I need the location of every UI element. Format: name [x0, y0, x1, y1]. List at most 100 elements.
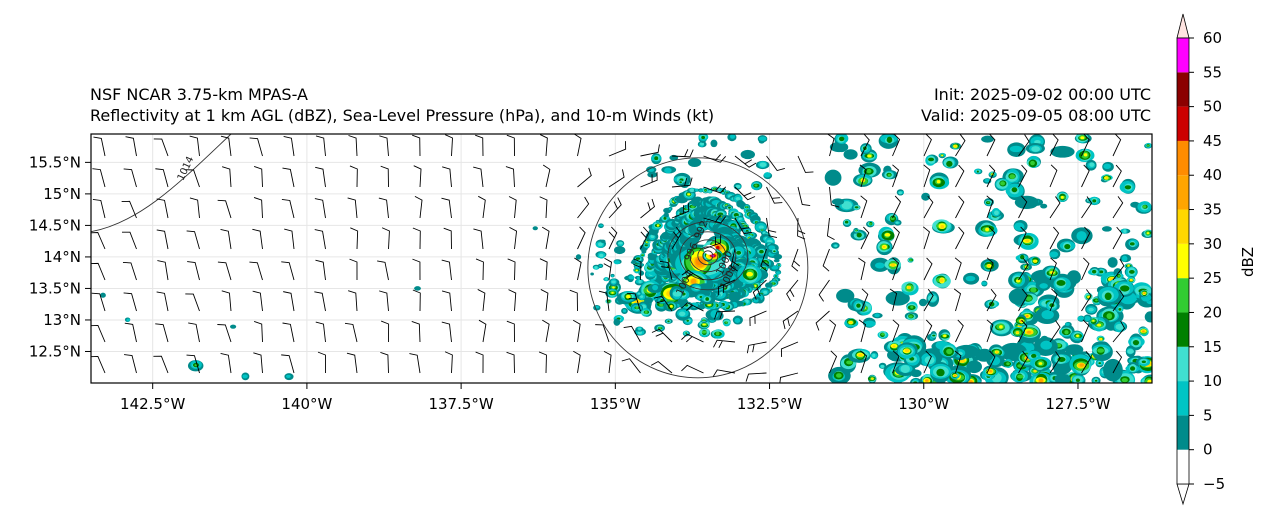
reflectivity-cell — [654, 156, 659, 161]
wind-barb — [91, 324, 106, 343]
reflectivity-cell — [871, 377, 874, 380]
wind-barb — [412, 134, 421, 157]
colorbar-segment — [1177, 38, 1189, 73]
reflectivity-cell — [843, 149, 858, 160]
wind-barb — [414, 196, 423, 219]
wind-barb — [444, 351, 453, 374]
wind-barb — [475, 134, 484, 157]
reflectivity-cell — [699, 295, 703, 299]
colorbar-tick-label: 5 — [1203, 406, 1213, 424]
reflectivity-cell — [668, 207, 672, 211]
wind-barb — [92, 168, 106, 188]
reflectivity-cell — [772, 282, 775, 285]
wind-barb — [955, 319, 964, 343]
wind-barb — [379, 290, 389, 312]
reflectivity-cell — [886, 136, 893, 143]
wind-barb — [124, 354, 137, 374]
reflectivity-cell — [758, 136, 767, 141]
reflectivity-cell — [663, 216, 667, 220]
wind-barb — [411, 320, 421, 343]
reflectivity-cell — [677, 297, 688, 306]
reflectivity-cell — [638, 327, 642, 330]
wind-barb — [923, 164, 931, 188]
reflectivity-cell — [599, 253, 604, 258]
reflectivity-cell — [834, 244, 837, 248]
wind-barb — [317, 351, 326, 374]
reflectivity-cell — [1009, 145, 1023, 153]
wind-barb — [786, 279, 799, 302]
reflectivity-cell — [836, 288, 855, 303]
reflectivity-cell — [854, 206, 859, 209]
wind-barb — [348, 290, 358, 312]
reflectivity-cell — [703, 319, 705, 322]
reflectivity-cell — [1000, 181, 1006, 186]
colorbar-tick-label: 55 — [1203, 63, 1222, 81]
reflectivity-cell — [1101, 226, 1112, 232]
wind-barb — [539, 196, 548, 219]
reflectivity-cell — [658, 326, 662, 330]
reflectivity-cell — [776, 271, 781, 275]
reflectivity-cell — [701, 330, 707, 334]
reflectivity-cell — [1142, 330, 1145, 333]
colorbar-segment — [1177, 415, 1189, 450]
wind-barb — [577, 196, 590, 219]
lon-tick-label: 142.5°W — [120, 395, 185, 413]
wind-barb — [955, 164, 965, 188]
wind-barb — [412, 258, 421, 281]
reflectivity-cell — [910, 305, 914, 309]
reflectivity-cell — [1076, 334, 1079, 338]
reflectivity-cell — [710, 310, 719, 319]
reflectivity-cell — [1127, 265, 1130, 267]
wind-barb — [1112, 134, 1122, 157]
lat-tick-label: 12.5°N — [29, 342, 81, 360]
wind-barb — [253, 197, 263, 219]
reflectivity-cell — [761, 229, 764, 231]
reflectivity-cell — [927, 157, 935, 162]
reflectivity-cell — [839, 136, 845, 142]
reflectivity-cell — [638, 279, 642, 284]
wind-barb — [1112, 164, 1122, 188]
reflectivity-cell — [702, 323, 706, 326]
reflectivity-cell — [746, 271, 754, 277]
reflectivity-cell — [644, 310, 648, 314]
reflectivity-cell — [640, 295, 644, 298]
wind-barb — [797, 186, 811, 207]
reflectivity-cell — [764, 282, 773, 289]
wind-barb — [441, 321, 452, 343]
wind-barb — [380, 320, 390, 343]
wind-barb — [508, 289, 517, 312]
wind-barb — [797, 217, 806, 240]
wind-barb — [712, 369, 736, 377]
lon-tick-label: 127.5°W — [1045, 395, 1110, 413]
wind-barb — [621, 358, 641, 374]
reflectivity-cell — [1017, 374, 1024, 379]
wind-barb — [189, 197, 200, 219]
reflectivity-cell — [695, 258, 704, 266]
reflectivity-cell — [637, 276, 640, 280]
wind-barb — [315, 166, 326, 188]
reflectivity-cell — [855, 229, 858, 232]
reflectivity-cell — [669, 304, 673, 308]
reflectivity-cell — [868, 222, 872, 225]
reflectivity-cell — [763, 290, 768, 294]
reflectivity-cell — [874, 313, 880, 318]
reflectivity-cell — [880, 364, 885, 368]
wind-barb — [603, 257, 613, 281]
reflectivity-cell — [844, 220, 849, 224]
reflectivity-cell — [985, 227, 990, 232]
wind-barb — [349, 165, 358, 188]
wind-barb — [509, 226, 518, 250]
wind-barb — [153, 355, 169, 374]
colorbar-segment — [1177, 72, 1189, 107]
wind-barb — [538, 351, 547, 374]
wind-barb — [1112, 196, 1124, 219]
reflectivity-cell — [773, 258, 780, 263]
wind-barb — [508, 196, 517, 219]
wind-barb — [220, 228, 232, 250]
reflectivity-cell — [740, 149, 756, 160]
reflectivity-cell — [874, 262, 885, 269]
reflectivity-cell — [716, 245, 720, 250]
wind-barb — [542, 319, 550, 343]
